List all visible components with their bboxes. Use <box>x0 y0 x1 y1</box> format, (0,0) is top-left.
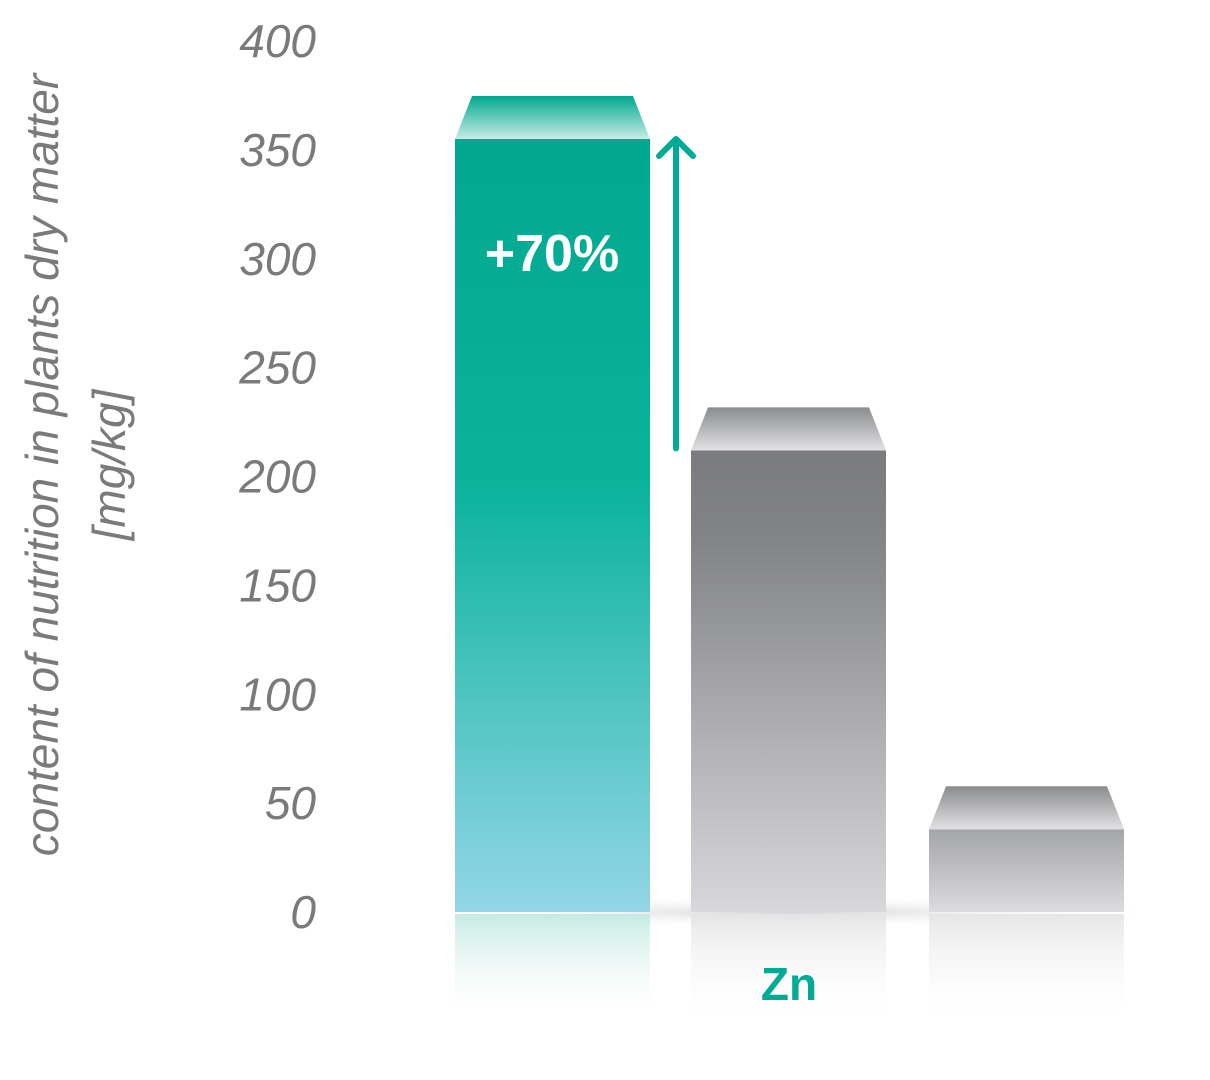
y-tick-labels: 0 50 100 150 200 250 300 350 400 <box>238 15 316 938</box>
y-axis-label-line1: content of nutrition in plants dry matte… <box>16 72 68 856</box>
increase-arrow-icon <box>656 135 696 452</box>
bar-top-cap <box>691 407 886 451</box>
y-tick-label: 400 <box>239 15 316 67</box>
y-tick-label: 250 <box>238 342 316 394</box>
bar-top-cap <box>455 95 650 139</box>
y-tick-label: 150 <box>239 559 316 611</box>
bar <box>455 138 650 913</box>
bars <box>455 95 1124 913</box>
bar-reflection <box>691 914 886 1024</box>
y-tick-label: 100 <box>239 668 316 720</box>
bar <box>929 829 1124 912</box>
bar-reflection <box>929 914 1124 1024</box>
bar <box>691 450 886 912</box>
y-axis-label-line2: [mg/kg] <box>83 388 135 541</box>
bar-reflections <box>455 914 1124 1024</box>
x-category-label: Zn <box>761 958 817 1010</box>
increase-annotation: +70% <box>485 225 619 283</box>
y-tick-label: 350 <box>239 124 316 176</box>
y-tick-label: 200 <box>238 451 316 503</box>
y-tick-label: 50 <box>265 777 317 829</box>
y-tick-label: 300 <box>239 233 316 285</box>
bar-reflection <box>455 914 650 1024</box>
bar-top-cap <box>929 786 1124 830</box>
y-tick-label: 0 <box>290 886 316 938</box>
